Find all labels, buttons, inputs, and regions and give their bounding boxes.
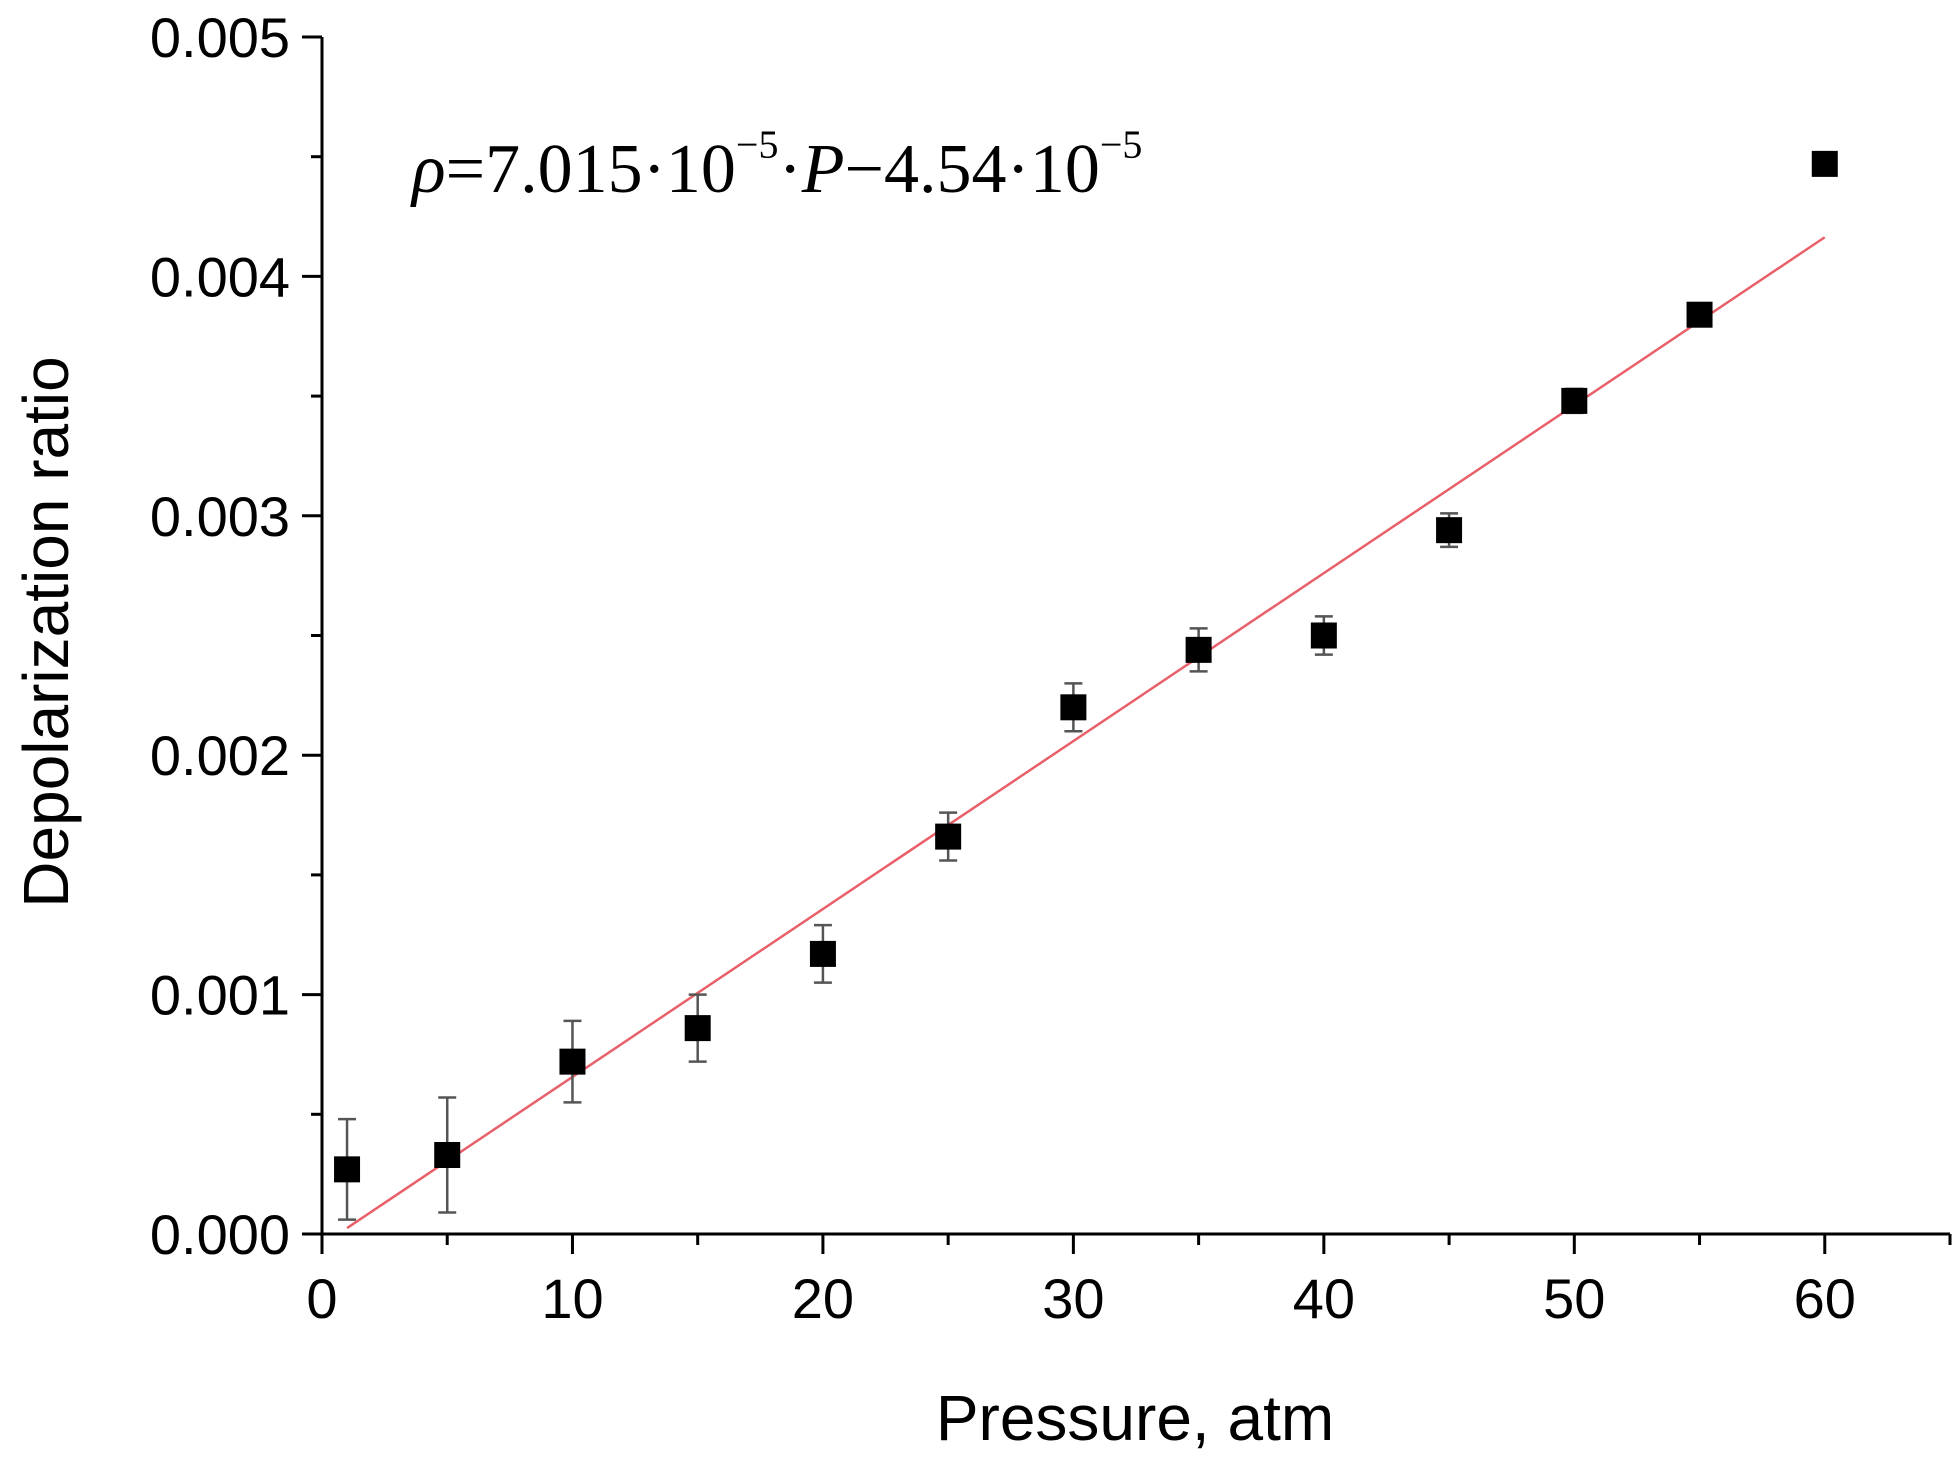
data-point [1185, 627, 1212, 673]
equation-exponent-2: −5 [1100, 122, 1143, 167]
square-marker [809, 940, 836, 967]
data-point [334, 1117, 361, 1221]
equation-part3: −4.54·10 [845, 131, 1100, 208]
square-marker [434, 1141, 461, 1168]
square-marker [334, 1156, 361, 1183]
equation-variable-p: P [801, 131, 845, 208]
data-point [809, 923, 836, 984]
x-tick-label: 0 [306, 1267, 337, 1330]
y-tick-label: 0.004 [150, 245, 290, 308]
square-marker [1561, 387, 1588, 414]
data-point [935, 811, 962, 862]
data-point [559, 1019, 586, 1104]
square-marker [1686, 301, 1713, 328]
x-tick-label: 20 [792, 1267, 854, 1330]
square-marker [1310, 622, 1337, 649]
square-marker [559, 1048, 586, 1075]
x-tick-label: 60 [1794, 1267, 1856, 1330]
data-point [684, 993, 711, 1063]
y-tick-label: 0.002 [150, 724, 290, 787]
x-tick-label: 10 [541, 1267, 603, 1330]
data-point [1686, 301, 1713, 328]
data-point [1310, 615, 1337, 656]
equation-part2: · [778, 131, 801, 208]
equation-exponent-1: −5 [736, 122, 779, 167]
equation-rho: ρ [410, 131, 446, 208]
data-point [1561, 387, 1588, 415]
y-tick-label: 0.005 [150, 6, 290, 69]
x-tick-label: 30 [1042, 1267, 1104, 1330]
data-point [1060, 682, 1087, 733]
x-axis-title: Pressure, atm [936, 1382, 1334, 1454]
data-point [1436, 512, 1463, 549]
fit-equation: ρ=7.015·10−5·P−4.54·10−5 [410, 122, 1142, 208]
square-marker [1060, 694, 1087, 721]
data-point [1811, 150, 1838, 177]
square-marker [1185, 636, 1212, 663]
x-tick-label: 40 [1293, 1267, 1355, 1330]
y-axis-title: Depolarization ratio [10, 356, 82, 907]
square-marker [1436, 517, 1463, 544]
y-tick-label: 0.000 [150, 1203, 290, 1266]
square-marker [1811, 150, 1838, 177]
y-tick-label: 0.003 [150, 485, 290, 548]
linear-fit-line [346, 236, 1826, 1230]
data-point [434, 1096, 461, 1214]
x-tick-label: 50 [1543, 1267, 1605, 1330]
equation-part1: =7.015·10 [446, 131, 736, 208]
y-tick-label: 0.001 [150, 964, 290, 1027]
square-marker [684, 1015, 711, 1042]
square-marker [935, 823, 962, 850]
